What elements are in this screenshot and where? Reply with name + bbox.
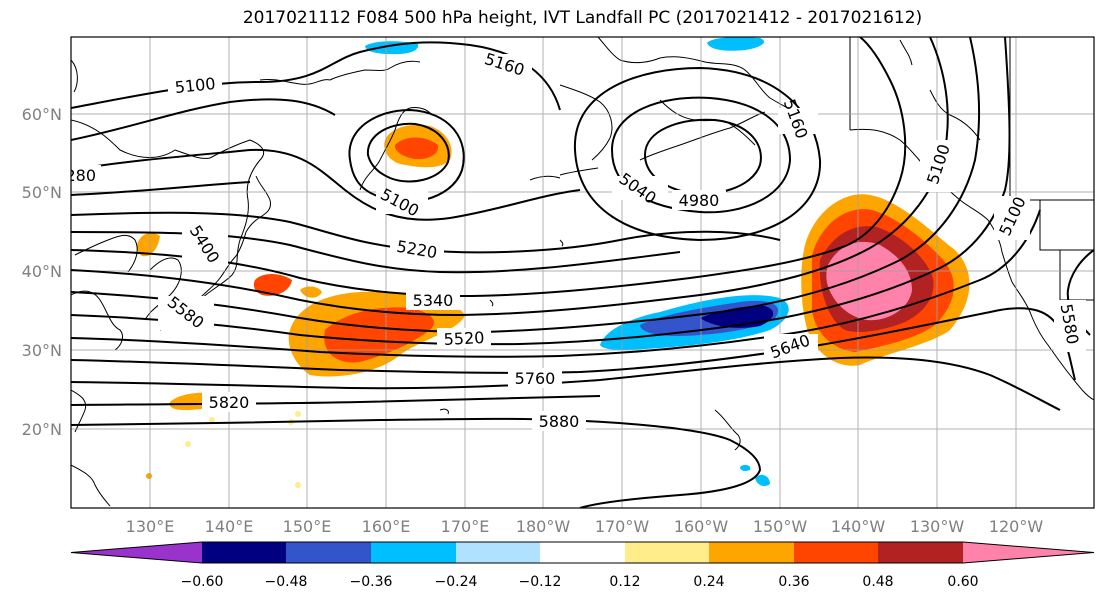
svg-text:5880: 5880 — [539, 412, 580, 431]
colorbar-tick-label: −0.60 — [181, 574, 224, 590]
colorbar-segment — [286, 542, 371, 563]
colorbar-extend-high — [963, 542, 1094, 563]
svg-text:5280: 5280 — [55, 166, 96, 185]
lon-label: 150°W — [753, 517, 808, 536]
colorbar-segment — [625, 542, 709, 563]
svg-text:5340: 5340 — [413, 291, 454, 310]
colorbar-tick-label: −0.48 — [265, 574, 308, 590]
lon-label: 140°W — [831, 517, 886, 536]
colorbar-tick-label: 0.24 — [693, 574, 724, 590]
lat-label: 50°N — [22, 183, 62, 202]
lon-label: 170°E — [441, 517, 490, 536]
colorbar-tick-label: 0.12 — [609, 574, 640, 590]
lon-label: 180°W — [516, 517, 571, 536]
latitude-labels: 60°N 50°N 40°N 30°N 20°N — [22, 105, 62, 439]
longitude-labels: 130°E 140°E 150°E 160°E 170°E 180°W 170°… — [126, 517, 1044, 536]
colorbar-tick-label: −0.24 — [435, 574, 478, 590]
map-title: 2017021112 F084 500 hPa height, IVT Land… — [242, 8, 923, 28]
colorbar-segment — [371, 542, 456, 563]
colorbar-segment — [540, 542, 625, 563]
colorbar-segment — [878, 542, 963, 563]
colorbar-tick-label: −0.36 — [350, 574, 393, 590]
svg-text:4980: 4980 — [679, 191, 720, 210]
lat-label: 40°N — [22, 262, 62, 281]
lon-label: 150°E — [283, 517, 332, 536]
svg-text:5820: 5820 — [209, 393, 250, 412]
colorbar-segment — [202, 542, 286, 563]
svg-text:5100: 5100 — [174, 74, 216, 97]
colorbar-tick-label: 0.60 — [947, 574, 978, 590]
lon-label: 140°E — [205, 517, 254, 536]
colorbar-segment — [709, 542, 794, 563]
colorbar-tick-label: −0.12 — [519, 574, 562, 590]
lon-label: 130°W — [910, 517, 965, 536]
svg-text:5520: 5520 — [443, 328, 485, 349]
contour-labels: 5100 5160 5160 4980 5040 5100 5220 5400 … — [55, 49, 1086, 431]
svg-text:5760: 5760 — [515, 369, 556, 388]
colorbar-extend-low — [71, 542, 202, 563]
colorbar-outline — [70, 541, 1095, 564]
lon-label: 160°E — [362, 517, 411, 536]
lon-label: 130°E — [126, 517, 175, 536]
lat-label: 30°N — [22, 341, 62, 360]
map-frame — [70, 36, 1095, 509]
height-contours — [71, 37, 1094, 508]
colorbar-segment — [794, 542, 878, 563]
colorbar-ticks: −0.60 −0.48 −0.36 −0.24 −0.12 0.12 0.24 … — [181, 574, 979, 590]
colorbar-segment — [456, 542, 540, 563]
lon-label: 160°W — [674, 517, 729, 536]
colorbar-tick-label: 0.48 — [862, 574, 893, 590]
lon-label: 120°W — [989, 517, 1044, 536]
lon-label: 170°W — [595, 517, 650, 536]
colorbar-tick-label: 0.36 — [778, 574, 809, 590]
lat-label: 20°N — [22, 420, 62, 439]
lat-label: 60°N — [22, 105, 62, 124]
colorbar — [70, 541, 1095, 564]
